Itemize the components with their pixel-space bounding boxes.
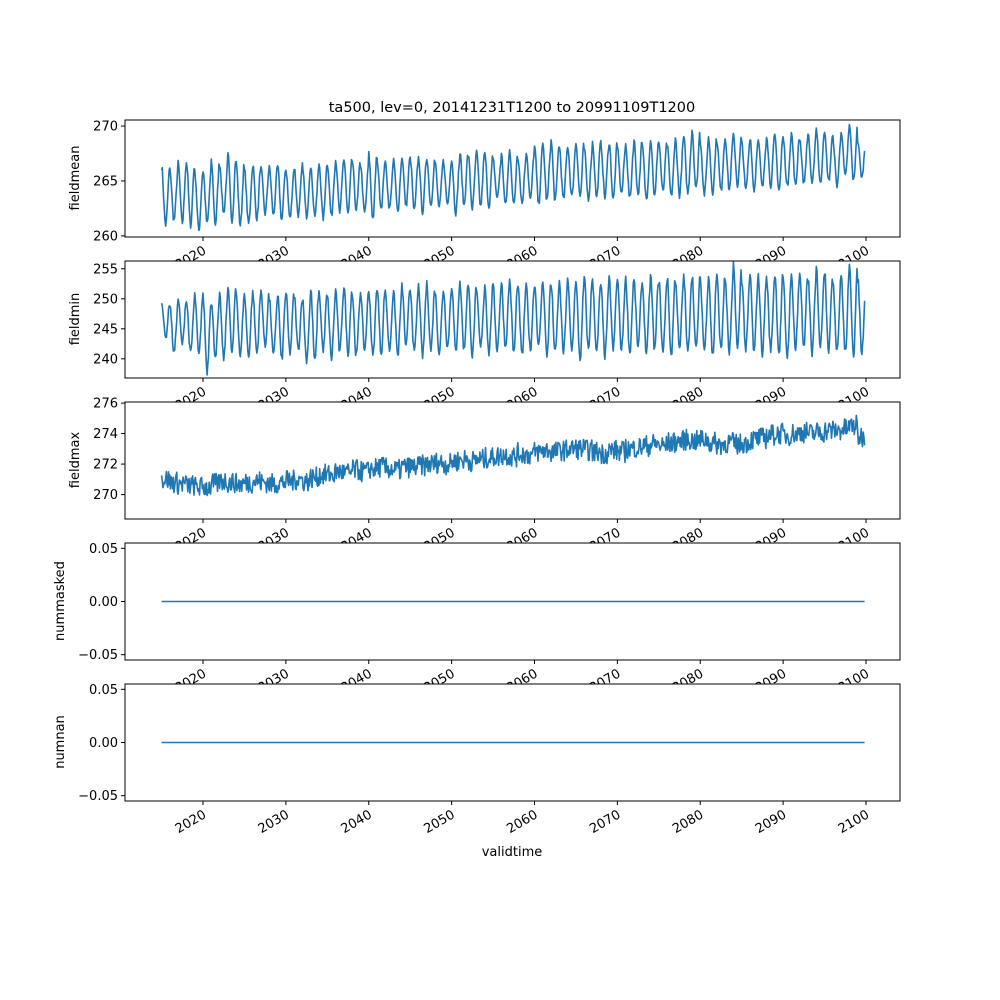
x-tick-label: 2020 <box>173 807 209 837</box>
y-tick-label: 240 <box>93 352 118 367</box>
x-tick-label: 2030 <box>256 807 292 837</box>
x-tick-label: 2040 <box>339 807 375 837</box>
y-tick-label: 272 <box>93 458 118 473</box>
x-tick-label: 2060 <box>504 807 540 837</box>
y-tick-label: 250 <box>93 292 118 307</box>
panel-numnan: −0.05 0.00 0.05 2020 2030 2040 2050 2060 2070 208… <box>78 683 901 837</box>
y-tick-label: 0.00 <box>89 595 118 610</box>
axes-frame <box>124 260 901 379</box>
y-tick-label: 276 <box>93 397 118 412</box>
y-tick-label: 270 <box>93 120 118 135</box>
y-tick-label: −0.05 <box>78 648 118 663</box>
y-tick-label: 274 <box>93 427 118 442</box>
x-tick-label: 2080 <box>670 807 706 837</box>
x-tick-label: 2100 <box>836 807 872 837</box>
series-line-fieldmax <box>160 414 866 497</box>
y-tick-label: −0.05 <box>78 789 118 804</box>
axes-frame <box>124 401 901 520</box>
series-line-fieldmean <box>160 123 866 232</box>
x-tick-label: 2070 <box>587 807 623 837</box>
y-tick-label: 265 <box>93 174 118 189</box>
axes-frame <box>124 119 901 238</box>
y-tick-label: 0.05 <box>89 542 118 557</box>
x-tick-label: 2090 <box>753 807 789 837</box>
series-line-fieldmin <box>160 261 866 376</box>
y-tick-label: 0.05 <box>89 683 118 698</box>
y-tick-label: 0.00 <box>89 736 118 751</box>
y-tick-label: 255 <box>93 262 118 277</box>
y-tick-label: 245 <box>93 322 118 337</box>
y-tick-label: 270 <box>93 488 118 503</box>
x-tick-label: 2050 <box>421 807 457 837</box>
y-tick-label: 260 <box>93 229 118 244</box>
